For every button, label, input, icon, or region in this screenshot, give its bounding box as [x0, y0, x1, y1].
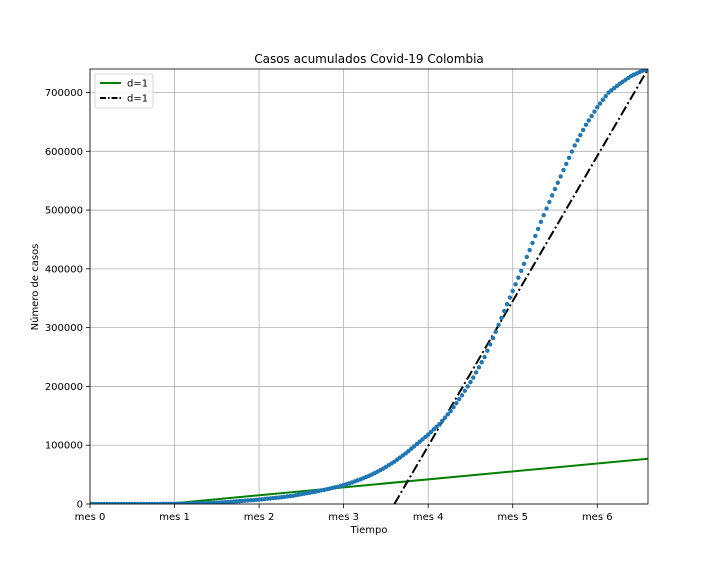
- data-point: [558, 174, 563, 179]
- data-point: [549, 193, 555, 198]
- data-point: [445, 412, 451, 417]
- x-axis-label: Tiempo: [350, 525, 388, 536]
- y-tick-label: 0: [77, 500, 83, 511]
- data-point: [538, 219, 544, 225]
- y-tick-label: 500000: [45, 206, 83, 217]
- data-point: [589, 113, 594, 119]
- data-point: [440, 418, 445, 424]
- data-point: [575, 138, 580, 143]
- data-point: [544, 206, 549, 211]
- data-point: [442, 415, 448, 420]
- legend-label: d=1: [127, 94, 148, 105]
- data-point: [437, 421, 442, 427]
- data-point: [535, 226, 541, 232]
- data-point: [555, 180, 561, 185]
- x-tick-label: mes 3: [328, 512, 359, 523]
- plot-frame: [89, 68, 649, 505]
- x-tick-label: mes 2: [244, 512, 275, 523]
- data-point: [448, 408, 453, 414]
- y-tick-label: 300000: [45, 323, 83, 334]
- data-point: [603, 93, 608, 99]
- data-point: [530, 240, 535, 246]
- data-point: [578, 132, 583, 138]
- data-point: [434, 424, 439, 429]
- data-point: [518, 268, 524, 273]
- data-point: [597, 101, 603, 106]
- data-point: [516, 275, 521, 280]
- data-point: [459, 393, 465, 398]
- data-point: [428, 429, 434, 435]
- data-point: [471, 375, 476, 380]
- data-point: [456, 397, 462, 402]
- data-point: [487, 342, 493, 347]
- data-point: [451, 404, 456, 410]
- data-point: [569, 149, 575, 154]
- y-tick-label: 400000: [45, 264, 83, 275]
- data-point: [583, 122, 589, 128]
- data-point: [527, 247, 532, 253]
- data-point: [479, 359, 484, 365]
- plot-series: [90, 69, 648, 504]
- data-point: [425, 432, 431, 437]
- data-point: [462, 388, 468, 394]
- data-point: [485, 348, 490, 353]
- data-point: [595, 105, 600, 110]
- x-tick-label: mes 6: [582, 512, 613, 523]
- data-point: [473, 370, 479, 375]
- dashdot-fit-line: [393, 69, 648, 504]
- data-point: [507, 295, 513, 300]
- x-tick-label: mes 1: [159, 512, 190, 523]
- data-point: [524, 254, 530, 260]
- data-point: [490, 335, 496, 341]
- x-tick-label: mes 0: [75, 512, 106, 523]
- y-axis-label: Número de casos: [29, 244, 41, 331]
- data-point: [541, 213, 546, 218]
- data-point: [564, 161, 569, 167]
- data-point: [454, 400, 459, 406]
- data-point: [586, 118, 592, 123]
- y-tick-label: 600000: [45, 147, 83, 158]
- y-tick-label: 100000: [45, 441, 83, 452]
- plot-area: [90, 69, 648, 504]
- chart-title: Casos acumulados Covid-19 Colombia: [254, 52, 484, 66]
- data-point: [552, 186, 558, 192]
- data-point: [502, 308, 507, 314]
- data-point: [499, 315, 504, 321]
- data-point: [521, 261, 527, 267]
- data-point: [592, 109, 597, 114]
- data-point: [533, 233, 538, 239]
- x-tick-label: mes 5: [497, 512, 528, 523]
- data-point: [496, 322, 501, 328]
- data-point: [504, 301, 510, 307]
- data-point: [561, 167, 566, 173]
- data-point: [580, 127, 586, 133]
- data-point: [465, 384, 470, 389]
- data-point: [493, 329, 499, 334]
- data-point: [431, 427, 437, 432]
- x-tick-label: mes 4: [413, 512, 444, 523]
- data-point: [566, 155, 572, 160]
- data-point: [600, 97, 606, 103]
- y-tick-label: 200000: [45, 382, 83, 393]
- ticks: mes 0 mes 1 mes 2 mes 3 mes 4 mes 5 mes 6 0 1000…: [45, 88, 613, 523]
- data-point: [547, 199, 552, 205]
- data-point: [572, 143, 577, 148]
- data-point: [468, 379, 473, 385]
- data-point: [513, 282, 518, 287]
- data-point: [476, 365, 482, 370]
- data-point: [510, 288, 515, 294]
- legend: d=1d=1: [94, 73, 154, 109]
- data-point: [482, 354, 487, 360]
- y-tick-label: 700000: [45, 88, 83, 99]
- legend-label: d=1: [127, 79, 148, 90]
- data-point: [645, 69, 648, 72]
